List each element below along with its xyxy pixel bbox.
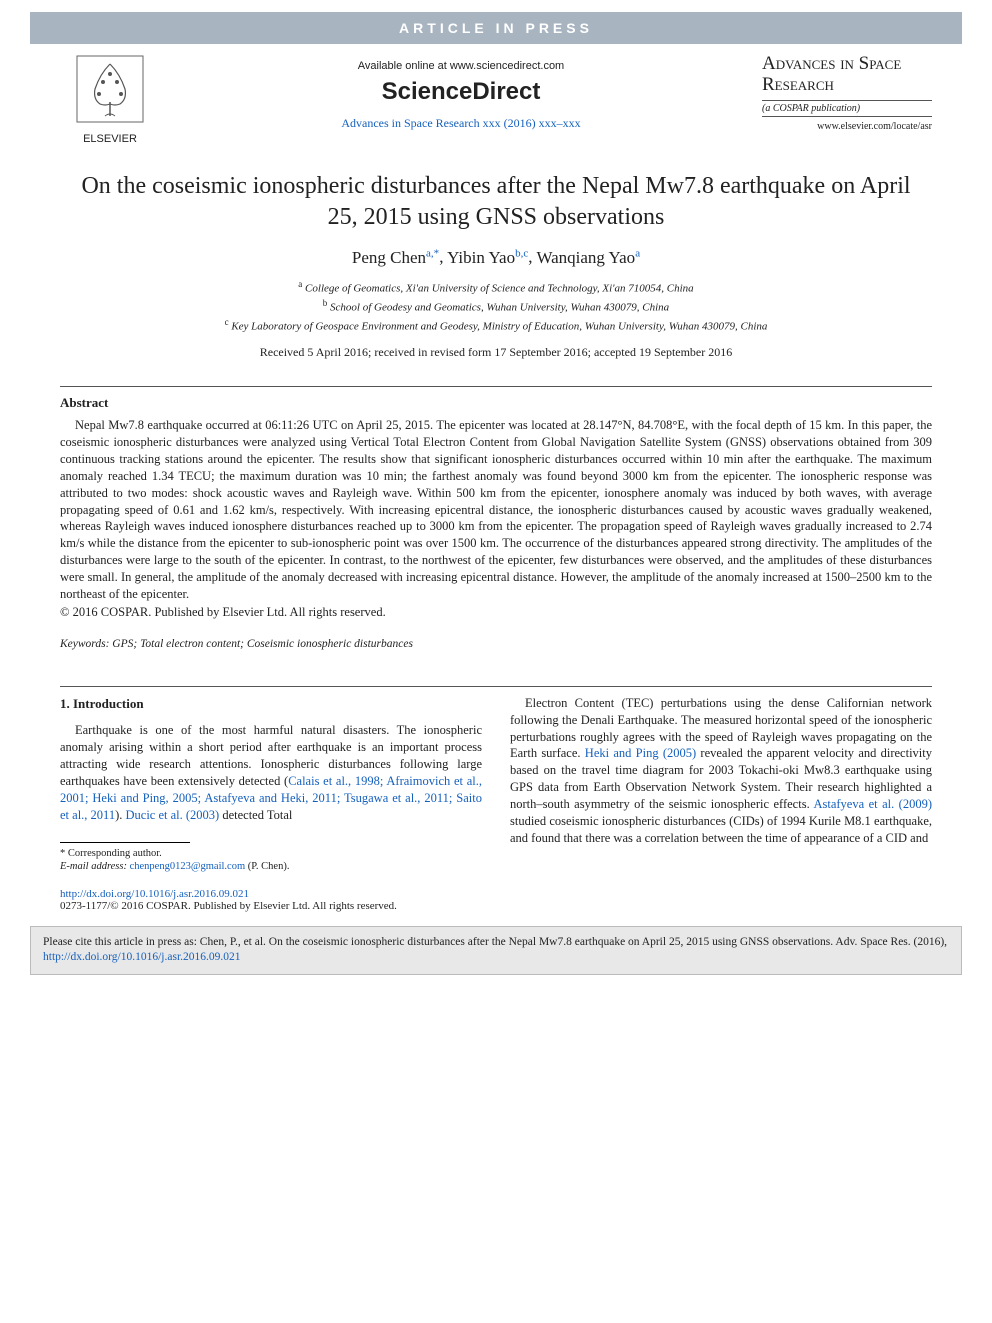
article-title: On the coseismic ionospheric disturbance… <box>0 151 992 247</box>
authors-line: Peng Chena,*, Yibin Yaob,c, Wanqiang Yao… <box>0 247 992 278</box>
section-1-heading: 1. Introduction <box>60 695 482 713</box>
keywords-line: Keywords: GPS; Total electron content; C… <box>0 638 992 678</box>
corresponding-author: * Corresponding author. <box>60 847 482 861</box>
publisher-name: ELSEVIER <box>60 133 160 145</box>
affiliation-b: b School of Geodesy and Geomatics, Wuhan… <box>0 297 992 316</box>
intro-continued: Electron Content (TEC) perturbations usi… <box>510 695 932 847</box>
sciencedirect-logo: ScienceDirect <box>160 78 762 106</box>
article-in-press-banner: ARTICLE IN PRESS <box>30 12 962 44</box>
article-dates: Received 5 April 2016; received in revis… <box>0 335 992 378</box>
abstract-copyright: © 2016 COSPAR. Published by Elsevier Ltd… <box>0 603 992 638</box>
citation-box: Please cite this article in press as: Ch… <box>30 926 962 975</box>
elsevier-tree-logo <box>75 54 145 124</box>
author-1: Peng Chena,* <box>352 248 439 267</box>
journal-title: Advances in Space Research <box>762 54 932 101</box>
right-column: Electron Content (TEC) perturbations usi… <box>510 695 932 874</box>
citation-astafyeva[interactable]: Astafyeva et al. (2009) <box>813 797 932 811</box>
citation-ducic[interactable]: Ducic et al. (2003) <box>126 808 220 822</box>
affiliation-a: a College of Geomatics, Xi'an University… <box>0 278 992 297</box>
abstract-heading: Abstract <box>0 395 992 417</box>
header-row: ELSEVIER Available online at www.science… <box>0 44 992 151</box>
abstract-text: Nepal Mw7.8 earthquake occurred at 06:11… <box>0 417 992 603</box>
citation-heki[interactable]: Heki and Ping (2005) <box>585 746 696 760</box>
author-email[interactable]: chenpeng0123@gmail.com <box>130 861 246 872</box>
affiliations: a College of Geomatics, Xi'an University… <box>0 278 992 335</box>
journal-block: Advances in Space Research (a COSPAR pub… <box>762 54 932 132</box>
available-online: Available online at www.sciencedirect.co… <box>160 60 762 72</box>
divider-2 <box>60 686 932 687</box>
doi-block: http://dx.doi.org/10.1016/j.asr.2016.09.… <box>0 874 992 916</box>
locate-url: www.elsevier.com/locate/asr <box>762 121 932 132</box>
citebox-doi-link[interactable]: http://dx.doi.org/10.1016/j.asr.2016.09.… <box>43 951 241 963</box>
author-2: Yibin Yaob,c <box>447 248 528 267</box>
keywords-label: Keywords: <box>60 638 109 650</box>
bottom-copyright: 0273-1177/© 2016 COSPAR. Published by El… <box>60 900 932 912</box>
footnote-divider <box>60 842 190 843</box>
keywords-text: GPS; Total electron content; Coseismic i… <box>112 638 413 650</box>
divider-1 <box>60 386 932 387</box>
header-center: Available online at www.sciencedirect.co… <box>160 54 762 131</box>
doi-link[interactable]: http://dx.doi.org/10.1016/j.asr.2016.09.… <box>60 888 932 900</box>
left-column: 1. Introduction Earthquake is one of the… <box>60 695 482 874</box>
author-3: Wanqiang Yaoa <box>536 248 640 267</box>
publisher-block: ELSEVIER <box>60 54 160 145</box>
body-columns: 1. Introduction Earthquake is one of the… <box>0 695 992 874</box>
affiliation-c: c Key Laboratory of Geospace Environment… <box>0 316 992 335</box>
corresponding-footnote: * Corresponding author. E-mail address: … <box>60 847 482 874</box>
cospar-line: (a COSPAR publication) <box>762 101 932 117</box>
email-line: E-mail address: chenpeng0123@gmail.com (… <box>60 860 482 874</box>
intro-paragraph: Earthquake is one of the most harmful na… <box>60 722 482 823</box>
journal-reference[interactable]: Advances in Space Research xxx (2016) xx… <box>160 116 762 131</box>
